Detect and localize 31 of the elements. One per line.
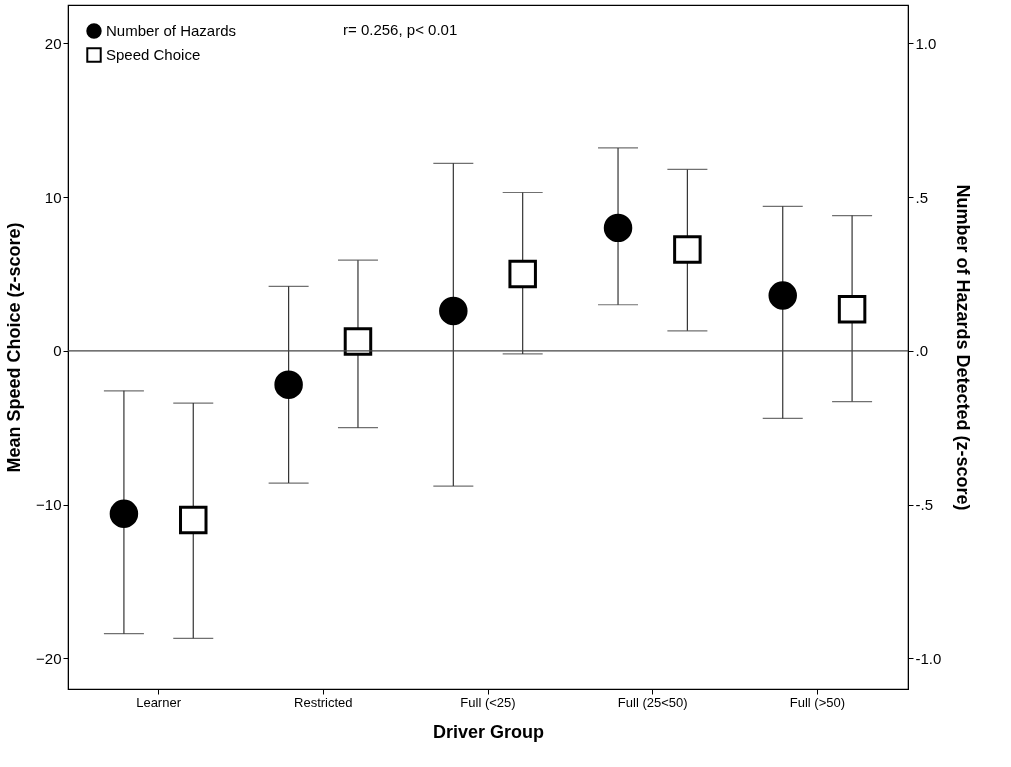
y-tick-label: −10: [36, 496, 62, 514]
y2-tick-label: -1.0: [915, 649, 942, 667]
x-tick-label: Restricted: [294, 694, 353, 710]
x-tick-label: Full (25<50): [617, 694, 688, 710]
point: [768, 281, 797, 310]
y-tick-label: −20: [36, 649, 62, 667]
x-tick-label: Full (>50): [789, 694, 846, 710]
y-axis-title: Mean Speed Choice (z-score): [4, 222, 25, 473]
point: [508, 259, 537, 289]
legend-label: Number of Hazards: [106, 22, 237, 39]
legend-label: Speed Choice: [106, 46, 201, 63]
y-tick-label: 0: [53, 342, 62, 360]
point: [439, 296, 468, 326]
point: [179, 505, 208, 535]
point: [837, 295, 867, 324]
y-tick-label: 20: [44, 34, 62, 52]
y2-tick-label: 1.0: [915, 34, 937, 52]
point: [603, 213, 633, 243]
x-tick-label: Learner: [136, 694, 182, 710]
point: [109, 499, 139, 528]
point: [274, 370, 303, 399]
point: [673, 235, 702, 264]
x-axis-title: Driver Group: [432, 721, 545, 742]
y2-axis-title: Number of Hazards Detected (z-score): [953, 184, 974, 511]
y2-tick-label: .0: [915, 342, 929, 360]
annotation: r= 0.256, p< 0.01: [343, 21, 458, 38]
x-tick-label: Full (<25): [460, 694, 516, 710]
point: [343, 327, 373, 356]
y2-tick-label: .5: [915, 188, 929, 206]
y-tick-label: 10: [44, 188, 62, 206]
y2-tick-label: -.5: [915, 496, 934, 514]
